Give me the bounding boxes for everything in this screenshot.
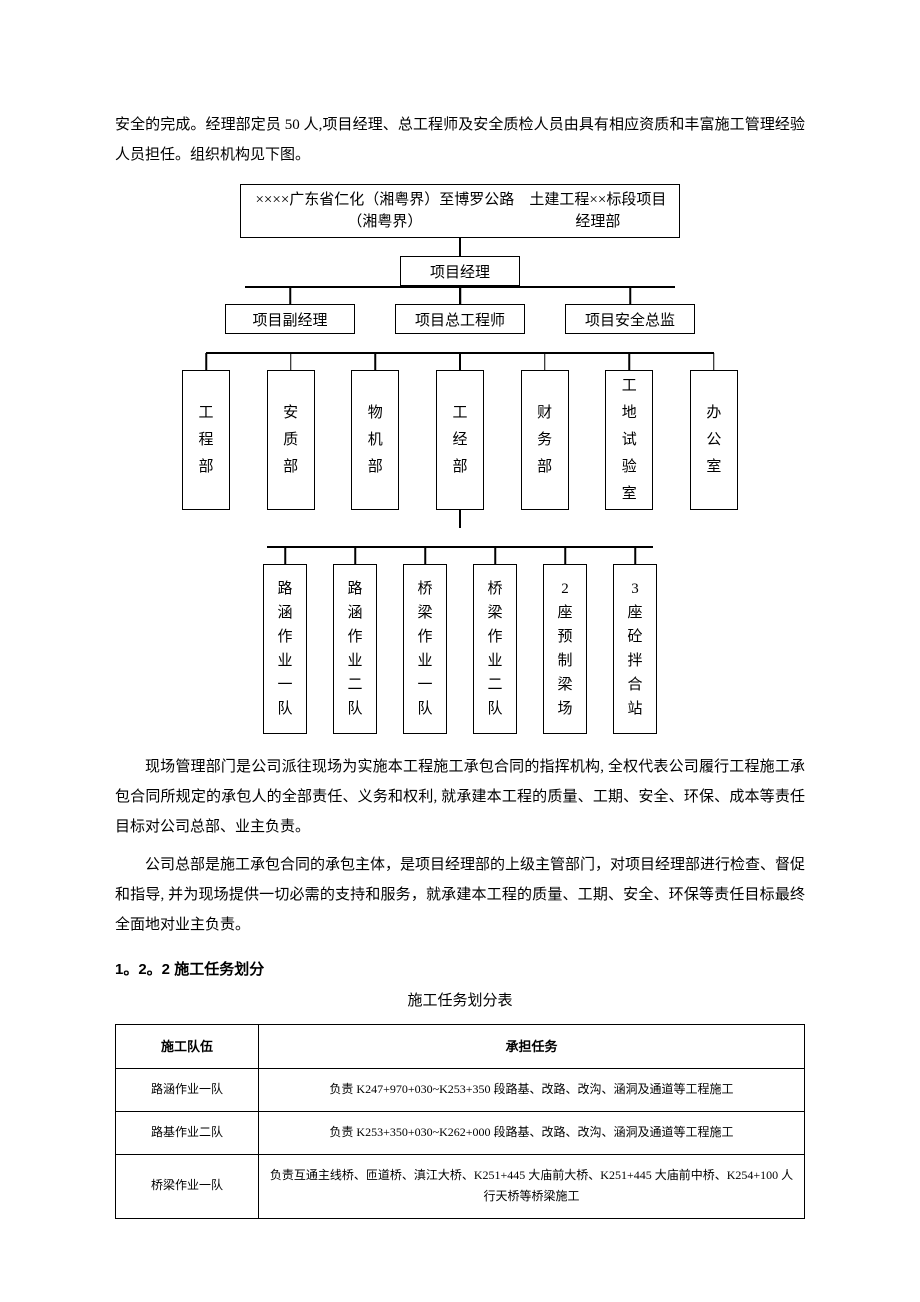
org-team-box: 2座预制梁场 bbox=[543, 564, 587, 734]
table-header-task: 承担任务 bbox=[259, 1025, 805, 1069]
table-title: 施工任务划分表 bbox=[115, 989, 805, 1010]
section-heading: 1。2。2 施工任务划分 bbox=[115, 958, 805, 979]
org-dept-box: 工程部 bbox=[182, 370, 230, 510]
org-dept-box: 办公室 bbox=[690, 370, 738, 510]
table-header-team: 施工队伍 bbox=[116, 1025, 259, 1069]
org-dept-box: 安质部 bbox=[267, 370, 315, 510]
table-row: 路涵作业一队负责 K247+970+030~K253+350 段路基、改路、改沟… bbox=[116, 1069, 805, 1112]
org-chart: ××××广东省仁化（湘粤界）至博罗公路（湘粤界）土建工程××标段项目经理部 项目… bbox=[180, 184, 740, 734]
table-cell-team: 路涵作业一队 bbox=[116, 1069, 259, 1112]
org-pm-box: 项目经理 bbox=[400, 256, 520, 286]
body-p2: 现场管理部门是公司派往现场为实施本工程施工承包合同的指挥机构, 全权代表公司履行… bbox=[115, 752, 805, 842]
org-dept-box: 工经部 bbox=[436, 370, 484, 510]
org-level2-box: 项目安全总监 bbox=[565, 304, 695, 334]
table-cell-task: 负责 K247+970+030~K253+350 段路基、改路、改沟、涵洞及通道… bbox=[259, 1069, 805, 1112]
org-team-box: 路涵作业二队 bbox=[333, 564, 377, 734]
table-cell-team: 桥梁作业一队 bbox=[116, 1154, 259, 1218]
intro-paragraph: 安全的完成。经理部定员 50 人,项目经理、总工程师及安全质检人员由具有相应资质… bbox=[115, 110, 805, 170]
org-dept-box: 财务部 bbox=[521, 370, 569, 510]
org-team-box: 路涵作业一队 bbox=[263, 564, 307, 734]
org-top-box: ××××广东省仁化（湘粤界）至博罗公路（湘粤界）土建工程××标段项目经理部 bbox=[240, 184, 680, 238]
org-level2-box: 项目总工程师 bbox=[395, 304, 525, 334]
task-table: 施工队伍 承担任务 路涵作业一队负责 K247+970+030~K253+350… bbox=[115, 1024, 805, 1219]
org-team-box: 桥梁作业一队 bbox=[403, 564, 447, 734]
org-team-box: 3座砼拌合站 bbox=[613, 564, 657, 734]
org-team-box: 桥梁作业二队 bbox=[473, 564, 517, 734]
org-dept-box: 物机部 bbox=[351, 370, 399, 510]
table-row: 桥梁作业一队负责互通主线桥、匝道桥、滇江大桥、K251+445 大庙前大桥、K2… bbox=[116, 1154, 805, 1218]
org-level2-box: 项目副经理 bbox=[225, 304, 355, 334]
org-dept-box: 工地试验室 bbox=[605, 370, 653, 510]
table-cell-team: 路基作业二队 bbox=[116, 1111, 259, 1154]
table-row: 路基作业二队负责 K253+350+030~K262+000 段路基、改路、改沟… bbox=[116, 1111, 805, 1154]
body-p3: 公司总部是施工承包合同的承包主体，是项目经理部的上级主管部门，对项目经理部进行检… bbox=[115, 850, 805, 940]
table-cell-task: 负责 K253+350+030~K262+000 段路基、改路、改沟、涵洞及通道… bbox=[259, 1111, 805, 1154]
table-cell-task: 负责互通主线桥、匝道桥、滇江大桥、K251+445 大庙前大桥、K251+445… bbox=[259, 1154, 805, 1218]
